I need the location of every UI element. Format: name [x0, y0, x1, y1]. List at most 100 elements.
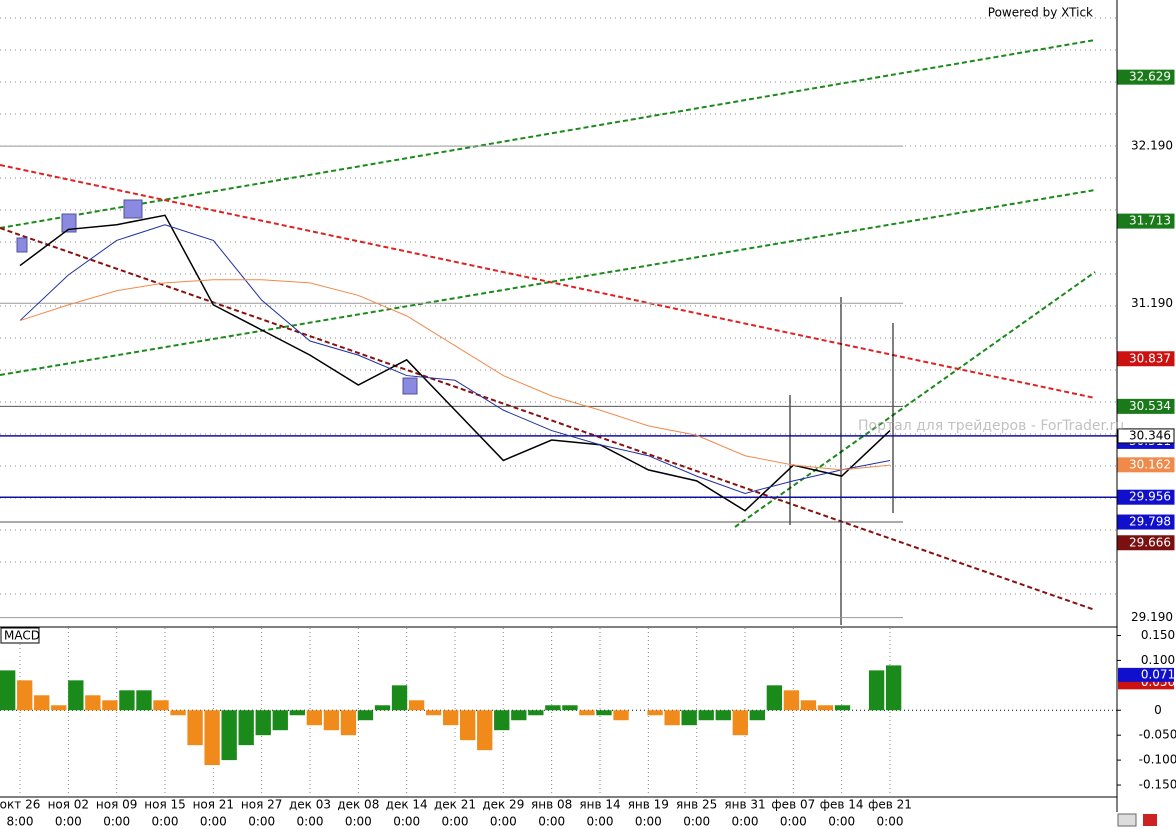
macd-bar — [34, 695, 50, 711]
macd-bar — [272, 710, 288, 731]
x-tick-label: дек 08 — [337, 798, 379, 812]
x-tick-label: фев 21 — [868, 798, 912, 812]
macd-bar — [766, 685, 783, 711]
x-tick-label: дек 14 — [386, 798, 428, 812]
value-label-box — [1118, 667, 1174, 682]
trend-line — [0, 227, 1096, 611]
macd-bar — [698, 710, 714, 721]
price-label: 30.346 — [1129, 428, 1171, 442]
macd-bar — [51, 705, 67, 711]
macd-bar — [885, 665, 902, 711]
x-time-label: 0:00 — [442, 815, 469, 829]
macd-bar — [817, 705, 834, 711]
x-time-label: 0:00 — [490, 815, 517, 829]
x-time-label: 0:00 — [780, 815, 807, 829]
macd-bar — [664, 710, 680, 726]
macd-bar — [545, 705, 561, 711]
marker — [16, 237, 28, 253]
price-label: 31.713 — [1129, 214, 1171, 228]
button[interactable] — [1143, 814, 1157, 826]
macd-bar — [715, 710, 731, 721]
y-tick-label: 29.190 — [1131, 610, 1173, 624]
x-time-label: 0:00 — [152, 815, 179, 829]
x-time-label: 8:00 — [7, 815, 34, 829]
price-label-box — [1117, 213, 1175, 229]
button[interactable] — [1117, 813, 1137, 827]
macd-bar — [85, 695, 101, 711]
macd-bar — [562, 705, 578, 711]
macd-bar — [153, 700, 169, 711]
x-tick-label: фев 14 — [820, 798, 864, 812]
price-label: 30.162 — [1129, 457, 1171, 471]
price-line — [19, 214, 891, 512]
trend-line — [0, 164, 1096, 399]
signal-markers — [16, 199, 418, 395]
x-time-label: 0:00 — [200, 815, 227, 829]
dotted-grid — [0, 17, 1117, 595]
x-tick-label: дек 03 — [289, 798, 331, 812]
x-tick-label: ноя 27 — [241, 798, 283, 812]
price-label: 29.798 — [1129, 515, 1171, 529]
marker — [123, 199, 143, 219]
x-tick-label: янв 25 — [676, 798, 717, 812]
macd-bar — [221, 710, 237, 761]
macd-bar — [579, 710, 595, 716]
macd-bar — [323, 710, 340, 731]
macd-bar — [783, 690, 800, 711]
x-tick-label: ноя 02 — [48, 798, 90, 812]
price-label-box — [1117, 69, 1175, 85]
macd-bar — [511, 710, 527, 721]
x-tick-label: ноя 21 — [193, 798, 235, 812]
macd-bar — [306, 710, 323, 726]
macd-bar — [732, 710, 748, 736]
macd-bar — [596, 710, 612, 716]
macd-bar — [749, 710, 765, 721]
macd-bar — [408, 700, 425, 711]
x-time-label: 0:00 — [55, 815, 82, 829]
macd-bar — [238, 710, 254, 746]
price-label: 32.629 — [1129, 70, 1171, 84]
macd-bar — [289, 710, 305, 716]
price-label-box — [1117, 428, 1175, 444]
macd-bar — [170, 710, 186, 716]
x-time-label: 0:00 — [683, 815, 710, 829]
macd-bar — [494, 710, 510, 731]
macd-bar — [647, 710, 663, 716]
macd-bar — [187, 710, 203, 746]
macd-bar — [477, 710, 493, 751]
price-label: 30.534 — [1129, 399, 1171, 413]
trend-line — [0, 39, 1096, 229]
x-time-label: 0:00 — [828, 815, 855, 829]
macd-bar — [868, 670, 885, 711]
trend-line — [734, 271, 1096, 528]
macd-bar — [204, 710, 220, 766]
macd-bar — [357, 710, 374, 721]
macd-bar — [0, 670, 16, 711]
y-tick-label: -0.050 — [1139, 728, 1176, 742]
x-tick-label: янв 31 — [724, 798, 765, 812]
price-label-box — [1117, 535, 1175, 551]
macd-bar — [800, 700, 817, 711]
trend-line — [0, 189, 1096, 376]
price-label-box — [1117, 398, 1175, 414]
x-time-label: 0:00 — [297, 815, 324, 829]
watermark: Портал для трейдеров - ForTrader.ru — [858, 418, 1124, 434]
trend-lines — [0, 39, 1096, 611]
macd-bar — [425, 710, 442, 716]
y-tick-label: 0 — [1154, 703, 1162, 717]
x-tick-label: дек 29 — [482, 798, 524, 812]
macd-bar — [255, 710, 271, 736]
macd-bar — [460, 710, 476, 741]
x-time-label: 0:00 — [103, 815, 130, 829]
y-tick-label: 0.150 — [1141, 628, 1175, 642]
macd-bar — [17, 680, 33, 711]
price-label: 30.837 — [1129, 351, 1171, 365]
macd-bar — [442, 710, 459, 726]
macd-bar — [681, 710, 697, 726]
x-time-label: 0:00 — [345, 815, 372, 829]
x-tick-label: ноя 09 — [96, 798, 138, 812]
x-time-label: 0:00 — [732, 815, 759, 829]
